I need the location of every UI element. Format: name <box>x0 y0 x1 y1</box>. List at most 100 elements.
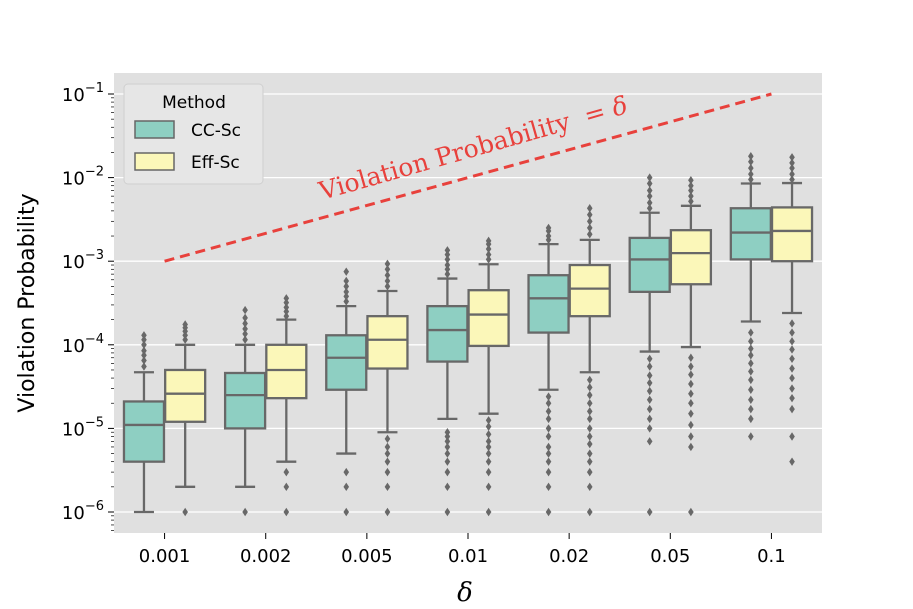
outlier-point <box>485 422 492 431</box>
outlier-point <box>141 356 147 365</box>
y-tick-label: 10−5 <box>62 415 104 440</box>
outlier-point <box>789 432 795 441</box>
outlier-point <box>141 346 147 355</box>
outlier-point <box>789 169 795 179</box>
outlier-point <box>586 210 593 219</box>
outlier-point <box>343 297 350 306</box>
outlier-point <box>242 324 248 334</box>
outlier-point <box>384 259 391 269</box>
y-tick-base: 10 <box>62 336 85 357</box>
box-cc-sc-0.01 <box>426 246 469 517</box>
outlier-point <box>789 384 795 393</box>
outlier-point <box>586 204 593 213</box>
outlier-point <box>688 197 694 206</box>
outlier-point <box>485 437 492 446</box>
outlier-point <box>748 395 754 404</box>
outlier-point <box>688 176 694 185</box>
box-iqr <box>122 400 166 463</box>
box-cc-sc-0.005 <box>325 267 368 517</box>
outlier-point <box>444 437 451 446</box>
outlier-point <box>646 378 653 388</box>
outlier-point <box>141 362 147 371</box>
box-iqr <box>669 229 713 286</box>
x-axis-ticks: 0.001 0.002 0.005 0.01 0.02 0.05 0.1 <box>139 533 786 567</box>
outlier-point <box>646 354 653 364</box>
outlier-point <box>444 507 451 517</box>
outlier-point <box>545 399 552 408</box>
outlier-point <box>141 340 147 349</box>
outlier-point <box>789 457 795 466</box>
outlier-point <box>586 507 593 517</box>
y-tick-exponent: −2 <box>85 165 104 180</box>
outlier-point <box>586 407 593 416</box>
outlier-point <box>586 482 593 492</box>
y-axis-ticks: 10−610−510−410−310−210−1 <box>62 81 114 531</box>
outlier-point <box>141 331 147 340</box>
outlier-point <box>485 244 492 254</box>
reference-line <box>164 92 772 263</box>
outlier-point <box>688 370 694 379</box>
legend-swatch-eff-sc <box>134 152 175 171</box>
outlier-point <box>748 375 754 385</box>
box-iqr <box>729 207 772 261</box>
outlier-point <box>182 507 188 517</box>
y-tick-label: 10−4 <box>62 332 104 357</box>
outlier-point <box>485 250 492 259</box>
outlier-point <box>789 175 795 184</box>
outlier-point <box>485 430 492 439</box>
outlier-point <box>789 354 795 364</box>
box-cc-sc-0.001 <box>122 331 166 514</box>
outlier-point <box>545 414 552 424</box>
outlier-point <box>748 414 754 424</box>
x-tick-label: 0.02 <box>549 546 589 567</box>
outlier-point <box>384 276 391 286</box>
outlier-point <box>748 157 754 166</box>
outlier-point <box>141 335 147 344</box>
outlier-point <box>688 181 694 190</box>
outlier-point <box>444 269 451 279</box>
outlier-point <box>646 204 653 213</box>
outlier-point <box>384 442 391 452</box>
outlier-point <box>688 186 694 195</box>
outlier-point <box>283 482 290 492</box>
outlier-point <box>688 191 694 201</box>
outlier-point <box>688 420 694 430</box>
outlier-point <box>688 409 694 418</box>
outlier-point <box>789 158 795 168</box>
outlier-point <box>646 404 653 414</box>
outlier-point <box>789 153 795 162</box>
outlier-point <box>688 353 694 362</box>
box-eff-sc-0.05 <box>669 176 713 517</box>
y-tick-label: 10−2 <box>62 165 104 190</box>
outlier-point <box>586 414 593 424</box>
outlier-point <box>485 236 492 246</box>
legend: Method CC-Sc Eff-Sc <box>123 83 264 185</box>
outlier-point <box>688 362 694 371</box>
box-iqr <box>628 236 671 293</box>
outlier-point <box>384 265 391 274</box>
outlier-point <box>242 507 248 517</box>
outlier-point <box>444 449 451 458</box>
outlier-point <box>748 175 754 184</box>
outlier-point <box>545 482 552 492</box>
outlier-point <box>384 449 391 458</box>
outlier-point <box>748 359 754 368</box>
outlier-point <box>485 482 492 492</box>
outlier-point <box>485 507 492 517</box>
outlier-point <box>545 392 552 401</box>
outlier-point <box>586 424 593 433</box>
y-tick-exponent: −1 <box>85 81 104 96</box>
outlier-point <box>242 319 248 328</box>
outlier-point <box>748 351 754 360</box>
outlier-point <box>444 457 451 466</box>
outlier-point <box>485 416 492 425</box>
box-iqr <box>467 289 510 348</box>
outlier-point <box>646 395 653 404</box>
outlier-point <box>444 260 451 270</box>
box-iqr <box>568 263 611 318</box>
box-cc-sc-0.002 <box>223 305 267 517</box>
y-tick-base: 10 <box>62 85 85 106</box>
outlier-point <box>545 432 552 441</box>
x-tick-label: 0.1 <box>757 546 786 567</box>
outlier-point <box>789 337 795 346</box>
